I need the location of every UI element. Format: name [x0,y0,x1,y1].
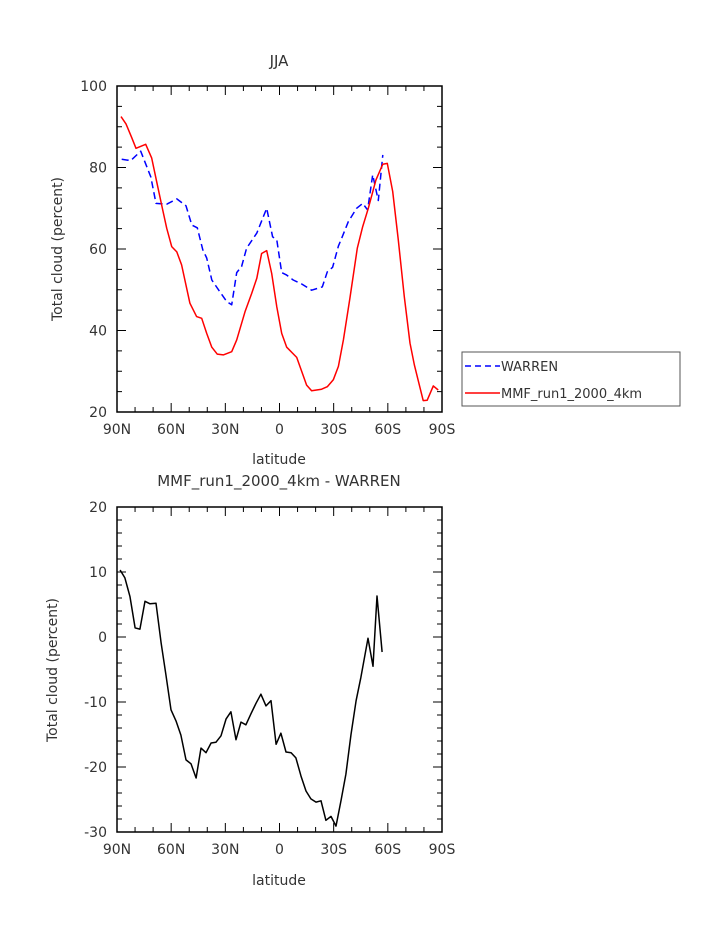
y-tick-label: 100 [80,79,107,95]
y-tick-label: 20 [89,405,107,421]
x-tick-label: 60N [157,422,185,438]
y-tick-label: -20 [84,760,107,776]
bottom-plot-area: 90N 60N 30N 0 30S 60S 90S -30 -20 -10 0 10 20 [84,500,455,858]
top-plot-area: 90N 60N 30N 0 30S 60S 90S 20 40 60 80 100 [80,79,455,438]
x-tick-label: 30S [320,422,347,438]
y-tick-label: 80 [89,161,107,177]
x-tick-label: 0 [275,842,284,858]
x-tick-label: 30N [211,842,239,858]
y-tick-label: 10 [89,565,107,581]
legend-box [461,351,681,407]
x-tick-label: 90S [429,842,456,858]
bottom-chart-title: MMF_run1_2000_4km - WARREN [157,472,401,491]
legend-label-mmf: MMF_run1_2000_4km [501,387,642,402]
legend-label-warren: WARREN [501,360,558,375]
x-tick-label: 60N [157,842,185,858]
series-line-difference [119,569,383,827]
y-tick-label: -10 [84,695,107,711]
x-tick-label: 60S [374,842,401,858]
y-tick-label: 20 [89,500,107,516]
y-tick-label: 40 [89,324,107,340]
bottom-chart-ylabel: Total cloud (percent) [45,598,61,743]
top-chart-xlabel: latitude [252,452,306,468]
y-tick-label: 0 [98,630,107,646]
x-tick-label: 90N [103,422,131,438]
series-line-warren [121,150,384,306]
x-tick-label: 30S [320,842,347,858]
legend: WARREN MMF_run1_2000_4km [461,351,681,407]
x-tick-label: 60S [374,422,401,438]
series-line-mmf-run1-2000-4km [120,116,439,402]
x-tick-label: 90N [103,842,131,858]
y-tick-label: -30 [84,825,107,841]
x-tick-label: 0 [275,422,284,438]
y-tick-label: 60 [89,242,107,258]
x-tick-label: 90S [429,422,456,438]
bottom-chart-xlabel: latitude [252,873,306,889]
x-tick-label: 30N [211,422,239,438]
top-chart-ylabel: Total cloud (percent) [50,177,66,322]
plot-frame [116,85,443,413]
top-chart-title: JJA [269,52,290,70]
